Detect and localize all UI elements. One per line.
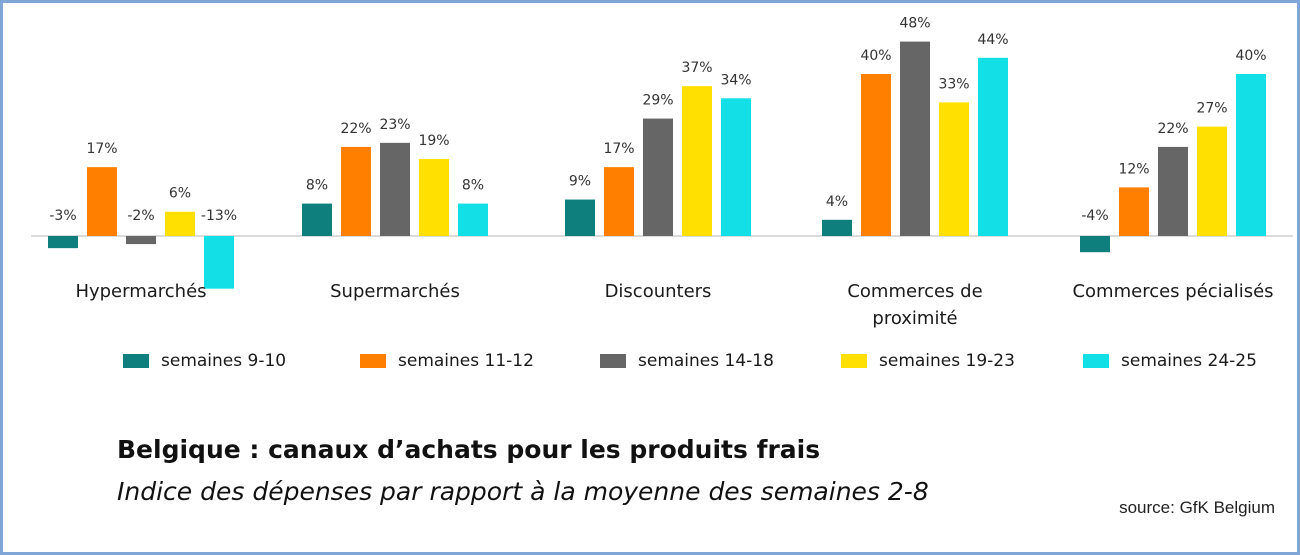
value-label-3-1: 40%: [860, 48, 891, 64]
bar-3-2: [900, 41, 930, 236]
legend-item-1: semaines 11-12: [360, 351, 534, 371]
legend-swatch-3: [841, 354, 867, 368]
bar-0-0: [48, 236, 78, 249]
bar-0-3: [165, 211, 195, 236]
bar-4-2: [1158, 146, 1188, 236]
bar-2-1: [604, 167, 634, 236]
category-label-1-0: Supermarchés: [330, 281, 460, 302]
category-label-2-0: Discounters: [605, 281, 712, 302]
legend-item-0: semaines 9-10: [123, 351, 286, 371]
bar-3-3: [939, 102, 969, 236]
chart-title: Belgique : canaux d’achats pour les prod…: [117, 435, 821, 464]
value-label-0-0: -3%: [49, 208, 76, 224]
bar-chart: -3% 17% -2% 6% -13% Hypermarchés 8% 22% 23% 19% 8%…: [31, 16, 1293, 329]
legend-swatch-0: [123, 354, 149, 368]
legend-item-4: semaines 24-25: [1083, 351, 1257, 371]
bar-4-3: [1197, 126, 1227, 236]
legend-item-3: semaines 19-23: [841, 351, 1015, 371]
value-label-2-4: 34%: [720, 72, 751, 88]
category-label-0-0: Hypermarchés: [75, 281, 206, 302]
source-note: source: GfK Belgium: [1119, 498, 1275, 517]
value-label-2-0: 9%: [569, 174, 591, 190]
value-label-2-3: 37%: [681, 60, 712, 76]
bar-2-4: [721, 98, 751, 236]
category-label-4-0: Commerces pécialisés: [1072, 281, 1273, 302]
value-label-1-1: 22%: [340, 121, 371, 137]
category-label-3-1: proximité: [872, 308, 957, 329]
value-label-4-0: -4%: [1081, 208, 1108, 224]
value-label-3-0: 4%: [826, 194, 848, 210]
bar-2-3: [682, 86, 712, 237]
chart-subtitle: Indice des dépenses par rapport à la moy…: [117, 477, 929, 506]
value-label-3-2: 48%: [899, 16, 930, 32]
legend-label-0: semaines 9-10: [161, 351, 287, 371]
legend-swatch-2: [600, 354, 626, 368]
bar-2-0: [565, 199, 595, 236]
legend-swatch-1: [360, 354, 386, 368]
legend-label-2: semaines 14-18: [638, 351, 774, 371]
bar-2-2: [643, 118, 673, 236]
bar-1-0: [302, 203, 332, 236]
value-label-2-2: 29%: [642, 93, 673, 109]
bar-0-1: [87, 167, 117, 236]
value-label-1-4: 8%: [462, 178, 484, 194]
bar-0-4: [204, 236, 234, 289]
value-label-0-2: -2%: [127, 208, 154, 224]
bar-4-0: [1080, 236, 1110, 253]
legend-item-2: semaines 14-18: [600, 351, 774, 371]
value-label-4-4: 40%: [1235, 48, 1266, 64]
category-label-3-0: Commerces de: [847, 281, 982, 302]
bar-1-4: [458, 203, 488, 236]
value-label-0-4: -13%: [201, 208, 237, 224]
value-label-3-3: 33%: [938, 76, 969, 92]
legend-label-3: semaines 19-23: [879, 351, 1015, 371]
value-label-3-4: 44%: [977, 32, 1008, 48]
value-label-1-3: 19%: [418, 133, 449, 149]
value-label-2-1: 17%: [603, 141, 634, 157]
bar-1-3: [419, 159, 449, 236]
value-label-4-1: 12%: [1118, 161, 1149, 177]
value-label-0-3: 6%: [169, 186, 191, 202]
bar-3-4: [978, 57, 1008, 236]
value-label-1-0: 8%: [306, 178, 328, 194]
bar-1-2: [380, 142, 410, 236]
value-label-1-2: 23%: [379, 117, 410, 133]
legend-label-1: semaines 11-12: [398, 351, 534, 371]
bar-3-1: [861, 74, 891, 236]
bar-1-1: [341, 146, 371, 236]
value-label-4-2: 22%: [1157, 121, 1188, 137]
legend-label-4: semaines 24-25: [1121, 351, 1257, 371]
value-label-0-1: 17%: [86, 141, 117, 157]
bar-0-2: [126, 236, 156, 245]
bar-3-0: [822, 219, 852, 236]
bar-4-4: [1236, 74, 1266, 236]
legend-swatch-4: [1083, 354, 1109, 368]
bar-4-1: [1119, 187, 1149, 236]
legend: semaines 9-10 semaines 11-12 semaines 14…: [3, 351, 1297, 381]
value-label-4-3: 27%: [1196, 101, 1227, 117]
